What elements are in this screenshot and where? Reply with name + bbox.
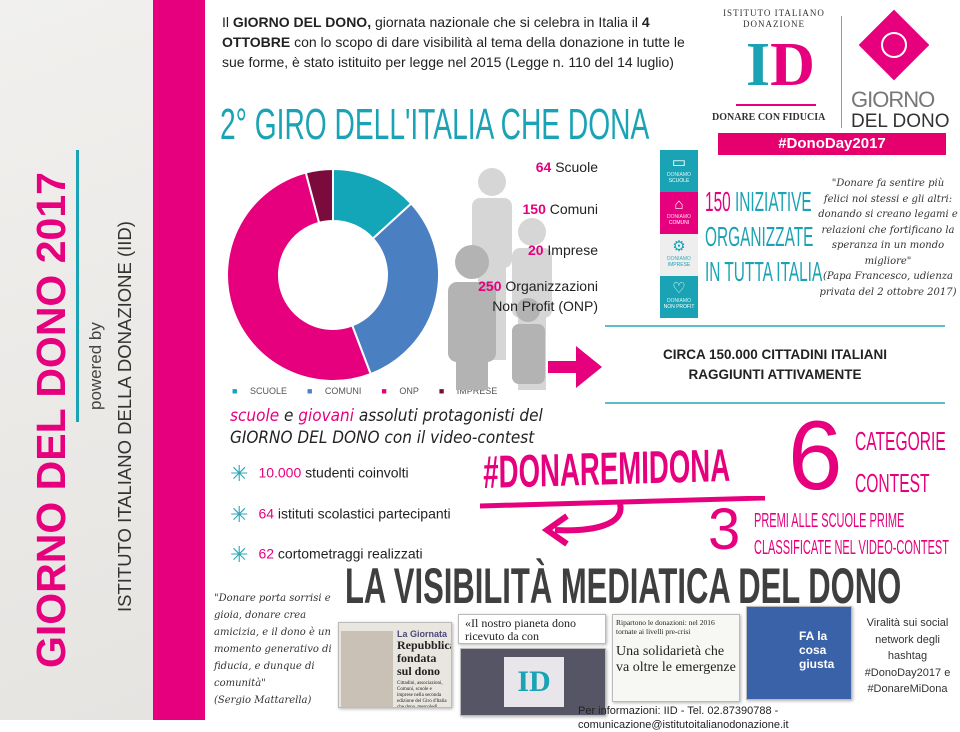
book-icon: ▭	[671, 154, 687, 171]
legend-swatch: ■	[438, 386, 447, 396]
logo-giorno: GIORNO	[851, 87, 935, 112]
legend-item: ■ SCUOLE	[232, 386, 287, 396]
sidebar-org: ISTITUTO ITALIANO DELLA DONAZIONE (IID)	[114, 221, 135, 612]
logos: ISTITUTO ITALIANO DONAZIONE ID DONARE CO…	[706, 6, 951, 132]
photo	[341, 631, 393, 707]
asterisk-icon: ✳	[230, 461, 249, 486]
stat-onp: 250 Organizzazioni Non Profit (ONP)	[478, 278, 598, 314]
asterisk-icon: ✳	[230, 502, 249, 527]
mattarella-quote: "Donare porta sorrisi e gioia, donare cr…	[214, 593, 332, 706]
prizes-label: PREMI ALLE SCUOLE PRIME CLASSIFICATE NEL …	[754, 510, 949, 559]
categories-count: 6	[788, 400, 843, 510]
sidebar-title: GIORNO DEL DONO 2017	[28, 172, 74, 668]
divider-bottom	[605, 402, 945, 404]
legend-item: ■ COMUNI	[306, 386, 362, 396]
heart-icon: ♡	[672, 280, 686, 297]
building-icon: ⌂	[674, 196, 684, 213]
asterisk-icon: ✳	[230, 542, 249, 567]
legend-swatch: ■	[306, 386, 315, 396]
donut-slice-onp	[226, 171, 372, 382]
tile-top-label: DONIAMO	[667, 298, 691, 304]
tile-non-profit: ♡ DONIAMO NON PROFIT	[660, 276, 698, 318]
stat-comuni: 150 Comuni	[522, 201, 599, 217]
giorno-del-dono-logo-icon	[858, 9, 930, 81]
tv-screenshot: ID	[460, 648, 606, 716]
categories-label: CATEGORIE CONTEST	[855, 426, 946, 498]
hashtag-banner: #DonoDay2017	[718, 133, 946, 155]
video-contest-heading: scuole e giovani assoluti protagonisti d…	[230, 406, 543, 448]
bullet-item: ✳ 62 cortometraggi realizzati	[230, 542, 423, 567]
tile-scuole: ▭ DONIAMO SCUOLE	[660, 150, 698, 192]
prizes-count: 3	[708, 497, 741, 562]
tile-top-label: DONIAMO	[667, 172, 691, 178]
tile-imprese: ⚙ DONIAMO IMPRESE	[660, 234, 698, 276]
tile-top-label: DONIAMO	[667, 256, 691, 262]
donut-chart	[226, 167, 440, 382]
stat-imprese: 20 Imprese	[527, 242, 598, 258]
press-clipping: «Il nostro pianeta dono ricevuto da con	[458, 614, 606, 644]
bullet-item: ✳ 64 istituti scolastici partecipanti	[230, 502, 451, 527]
pope-quote: "Donare fa sentire più felici noi stessi…	[818, 178, 958, 298]
iid-logo-arc: ISTITUTO ITALIANO DONAZIONE	[723, 8, 825, 29]
initiatives-text: 150 INIZIATIVE ORGANIZZATE IN TUTTA ITALIA	[705, 186, 823, 287]
legend-swatch: ■	[232, 386, 240, 396]
legend-item: ■ ONP	[381, 386, 419, 396]
footer-contact: Per informazioni: IID - Tel. 02.87390788…	[578, 705, 789, 731]
press-clipping: La Giornata Repubblica fondata sul dono Ci…	[338, 622, 452, 708]
arrow-right-icon	[548, 346, 602, 388]
donut-slice-imprese	[304, 167, 334, 225]
people-illustration	[448, 168, 552, 390]
viral-note: Viralità sui social network degli hashta…	[864, 617, 951, 695]
powered-by: powered by	[86, 322, 105, 410]
pink-bar	[153, 0, 205, 720]
donut-slice-comuni	[350, 202, 440, 376]
logo-rule	[736, 104, 816, 106]
stat-scuole: 64 Scuole	[535, 159, 598, 175]
gears-icon: ⚙	[672, 238, 686, 255]
section-title: 2° GIRO DELL'ITALIA CHE DONA	[220, 100, 650, 149]
divider-top	[605, 325, 945, 327]
legend-item: ■ IMPRESE	[438, 386, 498, 396]
tile-top-label: DONIAMO	[667, 214, 691, 220]
intro-paragraph: Il GIORNO DEL DONO, giornata nazionale c…	[222, 14, 685, 70]
logo-del-dono: DEL DONO	[851, 111, 950, 132]
chart-legend: ■ SCUOLE ■ COMUNI ■ ONP ■ IMPRESE	[232, 386, 517, 396]
tile-comuni: ⌂ DONIAMO COMUNI	[660, 192, 698, 234]
logo-divider	[841, 16, 842, 128]
legend-swatch: ■	[381, 386, 390, 396]
iid-logo: ID	[746, 31, 815, 99]
citizens-reached: CIRCA 150.000 CITTADINI ITALIANI RAGGIUNT…	[662, 347, 888, 382]
bullet-item: ✳ 10.000 studenti coinvolti	[230, 461, 409, 486]
iid-tagline: DONARE CON FIDUCIA	[712, 112, 826, 123]
media-title: LA VISIBILITÀ MEDIATICA DEL DONO	[345, 558, 902, 614]
sidebar-divider	[76, 150, 79, 422]
curved-arrow-icon	[479, 496, 766, 547]
tv-screenshot: FA la cosa giusta	[746, 606, 852, 700]
press-clipping: Ripartono le donazioni: nel 2016 tornate…	[612, 614, 740, 702]
